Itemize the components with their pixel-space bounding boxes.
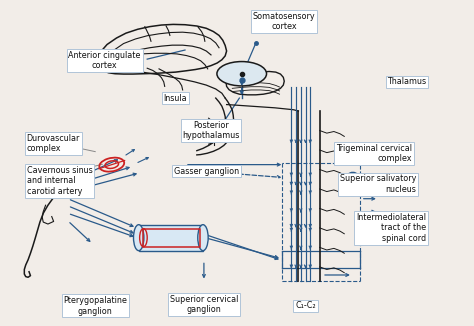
Bar <box>144 229 200 247</box>
Text: Intermediolateral
tract of the
spinal cord: Intermediolateral tract of the spinal co… <box>356 213 426 243</box>
Ellipse shape <box>217 62 266 86</box>
Text: C: C <box>341 176 348 186</box>
Text: Trigeminal cervical
complex: Trigeminal cervical complex <box>336 143 412 163</box>
Text: Gasser ganglion: Gasser ganglion <box>173 167 239 176</box>
Text: Durovascular
complex: Durovascular complex <box>27 134 80 153</box>
Text: Somatosensory
cortex: Somatosensory cortex <box>253 12 316 32</box>
Ellipse shape <box>134 225 144 251</box>
Bar <box>139 225 203 251</box>
Text: C₁-C₂: C₁-C₂ <box>295 301 316 310</box>
Text: Insula: Insula <box>164 94 187 103</box>
Text: Thalamus: Thalamus <box>388 77 427 86</box>
Ellipse shape <box>198 225 208 251</box>
Text: Superior cervical
ganglion: Superior cervical ganglion <box>170 294 238 314</box>
Text: Superior salivatory
nucleus: Superior salivatory nucleus <box>340 174 417 194</box>
Text: Cavernous sinus
and internal
carotid artery: Cavernous sinus and internal carotid art… <box>27 166 92 196</box>
Text: Posterior
hypothalamus: Posterior hypothalamus <box>182 121 240 140</box>
Text: Pterygopalatine
ganglion: Pterygopalatine ganglion <box>64 296 127 316</box>
Text: Anterior cingulate
cortex: Anterior cingulate cortex <box>68 51 141 70</box>
